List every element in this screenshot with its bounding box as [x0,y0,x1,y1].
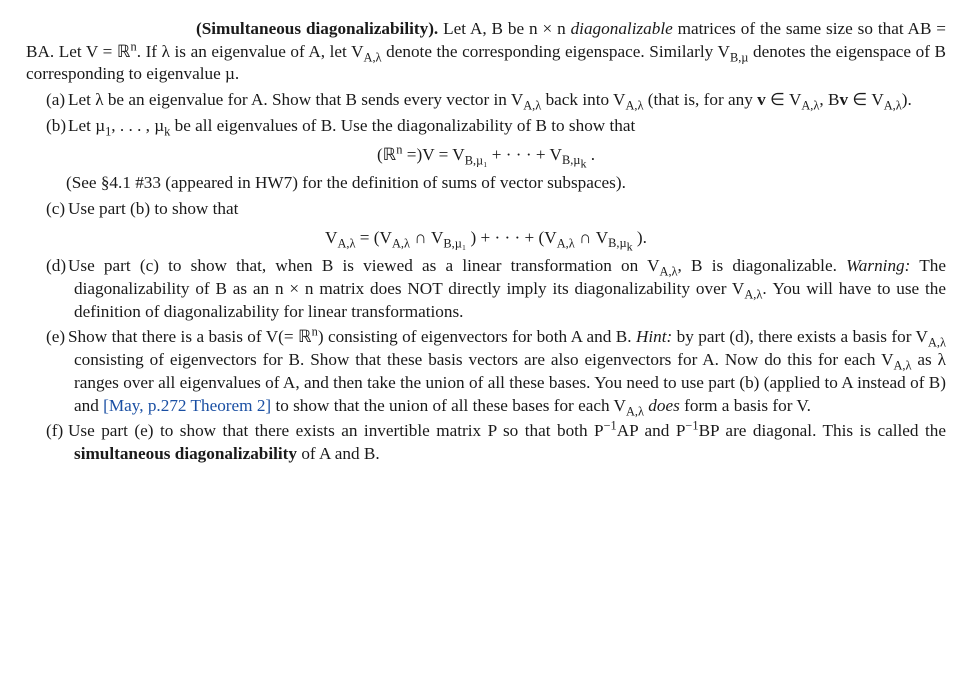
c-eq-3: ∩ V [410,228,443,247]
d-text-1: Use part (c) to show that, when B is vie… [68,256,660,275]
e-sub-1: A,λ [928,336,946,350]
e-text-1: Show that there is a basis of V(= ℝ [68,327,312,346]
a-text-3: (that is, for any [644,90,758,109]
part-f: (f)Use part (e) to show that there exist… [26,420,946,465]
marker-b: (b) [46,115,68,138]
c-eq-sub4: A,λ [557,236,575,250]
b-text-3: be all eigenvalues of B. Use the diagona… [170,116,635,135]
part-b: (b)Let µ1, . . . , µk be all eigenvalues… [26,115,946,138]
sub-b-mu: B,µ [730,50,748,64]
a-sub-3: A,λ [801,99,819,113]
e-does: does [648,396,680,415]
equation-b: (ℝn =)V = VB,µ₁ + · · · + VB,µk . [26,144,946,167]
b-note: (See §4.1 #33 (appeared in HW7) for the … [26,172,946,195]
d-sub-1: A,λ [660,265,678,279]
a-sub-4: A,λ [884,99,902,113]
intro-text-3: . If λ is an eigenvalue of A, let V [137,42,364,61]
sub-a-lambda: A,λ [364,50,382,64]
c-eq-4: ) + · · · + (V [466,228,557,247]
intro-text-1: Let A, B be n × n [438,19,570,38]
b-eq-1: (ℝ [377,145,396,164]
c-eq-sub2: A,λ [392,236,410,250]
part-d: (d)Use part (c) to show that, when B is … [26,255,946,323]
c-eq-1: V [325,228,337,247]
b-eq-3: + · · · + V [488,145,562,164]
a-text-7: ). [902,90,912,109]
d-warning: Warning: [846,256,910,275]
e-text-4: consisting of eigenvectors for B. Show t… [74,350,893,369]
a-sub-2: A,λ [625,99,643,113]
d-sub-2: A,λ [744,287,762,301]
f-bold: simultaneous diagonalizability [74,444,297,463]
intro-paragraph: (Simultaneous diagonalizability). Let A,… [26,18,946,86]
c-eq-sub1: A,λ [337,236,355,250]
a-v-1: v [757,90,766,109]
e-sub-3: A,λ [626,404,644,418]
c-eq-sub3: B,µ₁ [443,236,466,250]
a-sub-1: A,λ [523,99,541,113]
b-eq-4: . [586,145,595,164]
e-text-2: ) consisting of eigenvectors for both A … [318,327,636,346]
a-text-5: , B [819,90,839,109]
marker-c: (c) [46,198,68,221]
c-eq-2: = (V [356,228,392,247]
marker-d: (d) [46,255,68,278]
intro-text-4: denote the corresponding eigenspace. Sim… [382,42,730,61]
d-text-2: , B is diagonalizable. [678,256,847,275]
f-text-2: AP and P [617,421,686,440]
e-reference: [May, p.272 Theorem 2] [103,396,271,415]
c-eq-5: ∩ V [575,228,608,247]
a-text-4: ∈ V [766,90,802,109]
equation-c: VA,λ = (VA,λ ∩ VB,µ₁ ) + · · · + (VA,λ ∩… [26,227,946,250]
e-sub-2: A,λ [893,359,911,373]
b-text-2: , . . . , µ [111,116,164,135]
e-text-3: by part (d), there exists a basis for V [672,327,928,346]
part-e: (e)Show that there is a basis of V(= ℝn)… [26,326,946,417]
intro-diagonalizable: diagonalizable [571,19,673,38]
a-v-2: v [839,90,848,109]
title: (Simultaneous diagonalizability). [196,19,438,38]
e-hint: Hint: [636,327,672,346]
marker-e: (e) [46,326,68,349]
part-c: (c)Use part (b) to show that [26,198,946,221]
b-eq-sub2: B,µ [562,153,580,167]
problem-statement: (Simultaneous diagonalizability). Let A,… [26,18,946,466]
f-sup-2: −1 [685,419,698,433]
f-text-1: Use part (e) to show that there exists a… [68,421,604,440]
e-text-8: form a basis for V. [680,396,811,415]
a-text-6: ∈ V [848,90,884,109]
marker-f: (f) [46,420,68,443]
f-text-4: of A and B. [297,444,380,463]
a-text-2: back into V [541,90,625,109]
c-text-1: Use part (b) to show that [68,199,238,218]
f-sup-1: −1 [604,419,617,433]
f-text-3: BP are diagonal. This is called the [699,421,946,440]
b-eq-sub1: B,µ₁ [465,153,488,167]
b-eq-2: =)V = V [402,145,464,164]
part-a: (a)Let λ be an eigenvalue for A. Show th… [26,89,946,112]
marker-a: (a) [46,89,68,112]
a-text-1: Let λ be an eigenvalue for A. Show that … [68,90,523,109]
c-eq-6: ). [633,228,647,247]
b-text-1: Let µ [68,116,105,135]
e-text-6: to show that the union of all these base… [271,396,626,415]
c-eq-sub5: B,µ [608,236,626,250]
